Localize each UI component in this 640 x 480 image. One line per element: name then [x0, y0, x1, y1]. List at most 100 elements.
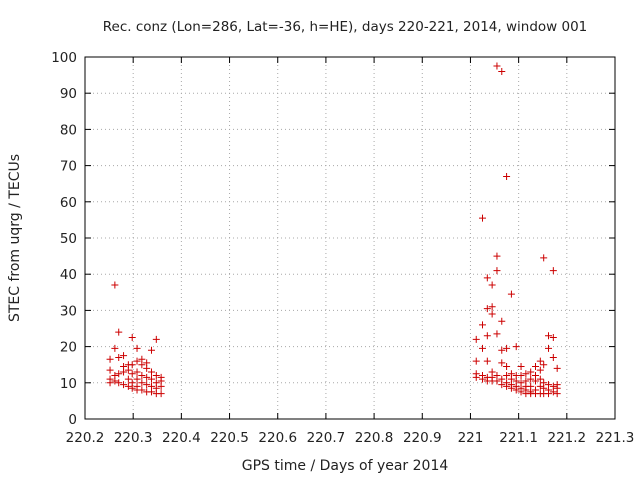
- data-point: [517, 372, 525, 380]
- data-point: [124, 382, 132, 390]
- data-point: [532, 377, 539, 385]
- x-tick-label: 220.5: [210, 430, 249, 446]
- data-point: [483, 274, 491, 282]
- data-point: [536, 357, 544, 365]
- data-point: [157, 390, 165, 398]
- y-tick-label: 100: [51, 50, 77, 66]
- data-point: [133, 368, 141, 376]
- data-point: [472, 357, 480, 365]
- data-point: [483, 357, 491, 365]
- data-point: [120, 381, 128, 389]
- data-point: [115, 379, 123, 387]
- data-point: [147, 368, 155, 376]
- data-point: [128, 361, 136, 369]
- data-point: [503, 363, 511, 371]
- data-point: [498, 67, 506, 75]
- data-point: [133, 375, 141, 383]
- x-tick-label: 220.4: [162, 430, 201, 446]
- data-point: [503, 382, 511, 390]
- data-point: [498, 359, 506, 367]
- data-point: [128, 334, 136, 342]
- data-point: [517, 388, 525, 396]
- data-point: [493, 377, 501, 385]
- data-point: [106, 366, 114, 374]
- data-point: [549, 334, 557, 342]
- data-point: [138, 361, 146, 369]
- y-tick-label: 60: [60, 195, 77, 211]
- x-tick-label: 220.9: [403, 430, 442, 446]
- y-tick-label: 20: [60, 340, 77, 356]
- data-point: [503, 372, 511, 380]
- data-point: [472, 373, 480, 381]
- data-point: [498, 346, 506, 354]
- data-point: [152, 372, 160, 380]
- data-point: [115, 328, 123, 336]
- chart-title: Rec. conz (Lon=286, Lat=-36, h=HE), days…: [103, 19, 588, 35]
- data-point: [503, 344, 511, 352]
- data-point: [138, 372, 146, 380]
- data-point: [540, 361, 548, 369]
- data-point: [115, 370, 123, 378]
- data-point: [133, 357, 141, 365]
- data-point: [143, 364, 151, 372]
- data-point: [479, 344, 486, 352]
- data-point: [517, 363, 525, 371]
- data-point: [138, 386, 146, 394]
- x-tick-label: 221.3: [596, 430, 635, 446]
- data-point: [488, 310, 496, 318]
- data-point: [503, 172, 511, 180]
- data-point: [147, 388, 155, 396]
- y-tick-label: 30: [60, 303, 77, 319]
- data-point: [545, 332, 553, 340]
- data-point: [128, 370, 136, 378]
- data-point: [152, 335, 160, 343]
- data-point: [479, 375, 486, 383]
- data-point: [507, 384, 515, 392]
- x-axis-label: GPS time / Days of year 2014: [242, 458, 449, 474]
- data-point: [128, 384, 136, 392]
- data-point: [545, 390, 553, 398]
- data-point: [493, 267, 501, 275]
- data-point: [532, 363, 539, 371]
- x-tick-label: 220.2: [66, 430, 105, 446]
- data-point: [512, 343, 520, 351]
- x-tick-label: 220.8: [355, 430, 394, 446]
- data-points: [106, 62, 561, 398]
- data-point: [106, 355, 114, 363]
- data-point: [106, 379, 114, 387]
- data-point: [540, 254, 548, 262]
- y-tick-label: 10: [60, 376, 77, 392]
- data-point: [133, 344, 141, 352]
- x-axis: 220.2 220.3 220.4 220.5 220.6 220.7 220.8 220.9…: [66, 57, 635, 446]
- data-point: [143, 373, 151, 381]
- data-point: [493, 330, 501, 338]
- data-point: [498, 381, 506, 389]
- data-point: [488, 281, 496, 289]
- data-point: [498, 317, 506, 325]
- data-point: [527, 375, 535, 383]
- data-point: [512, 386, 520, 394]
- y-tick-label: 70: [60, 159, 77, 175]
- data-point: [111, 281, 119, 289]
- data-point: [143, 381, 151, 389]
- x-tick-label: 220.7: [307, 430, 346, 446]
- y-tick-label: 0: [68, 412, 77, 428]
- data-point: [549, 388, 557, 396]
- data-point: [479, 321, 486, 329]
- data-point: [111, 344, 119, 352]
- data-point: [522, 370, 530, 378]
- data-point: [553, 390, 561, 398]
- x-tick-label: 221.2: [547, 430, 586, 446]
- y-axis-label: STEC from uqrg / TECUs: [7, 154, 23, 322]
- data-point: [536, 382, 544, 390]
- data-point: [488, 303, 496, 311]
- data-point: [120, 352, 128, 360]
- data-point: [507, 290, 515, 298]
- x-tick-label: 221.1: [499, 430, 538, 446]
- y-tick-label: 40: [60, 267, 77, 283]
- data-point: [536, 366, 544, 374]
- y-tick-label: 90: [60, 86, 77, 102]
- data-point: [493, 252, 501, 260]
- y-tick-label: 50: [60, 231, 77, 247]
- x-tick-label: 221: [458, 430, 484, 446]
